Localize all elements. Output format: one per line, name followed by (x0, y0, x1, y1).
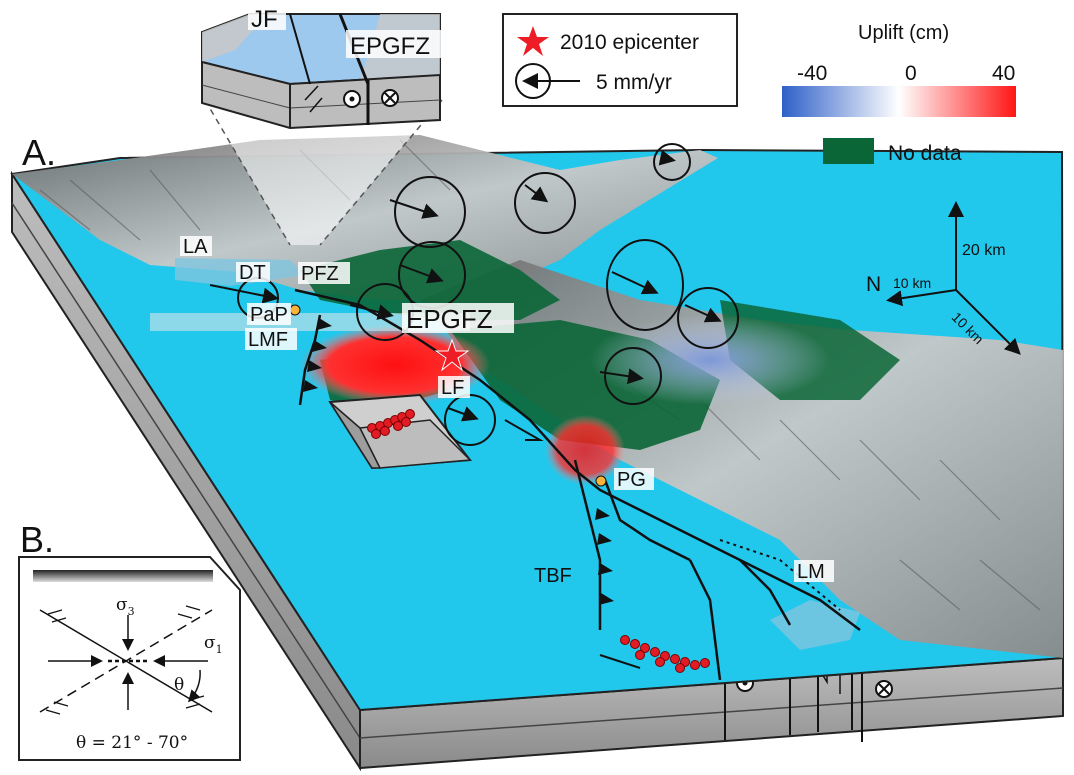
inset-thrust-arrow (304, 85, 323, 113)
label-epgfz: EPGFZ (406, 304, 493, 334)
block-diagram: LA DT PFZ PaP LMF EPGFZ LF PG TBF LM (10, 135, 1065, 772)
legend-velocity-label: 5 mm/yr (596, 71, 672, 94)
inset-label-jf: JF (251, 6, 278, 33)
thrust-teeth-lmf (303, 318, 332, 392)
sigma1-label: σ1 (204, 633, 223, 656)
panel-b-slip-arrows (45, 605, 205, 715)
label-dt: DT (239, 262, 266, 284)
uplift-colorbar: Uplift (cm) -40 0 40 No data (782, 22, 1016, 165)
inset-block: JF EPGFZ (201, 6, 446, 246)
label-bg-dt (236, 262, 270, 282)
label-bg-epgfz (402, 303, 514, 333)
label-bg-lmf (245, 328, 297, 350)
label-la: LA (183, 236, 208, 258)
no-data-label: No data (888, 142, 962, 165)
epicenter-star (434, 338, 470, 372)
town-pap (289, 304, 301, 316)
scale-vertical-label: 20 km (962, 242, 1006, 259)
inset-fault-jf (289, 13, 311, 85)
thrust-teeth-tbf (595, 508, 614, 605)
theta-range-label: θ = 21° - 70° (76, 733, 188, 753)
uplift-mid-label: 0 (905, 62, 917, 85)
sigma3-subscript: 3 (128, 605, 135, 618)
sigma1-subscript: 1 (216, 643, 223, 656)
town-pg (595, 475, 607, 487)
theta-label: θ (174, 675, 184, 695)
label-tbf: TBF (534, 565, 572, 587)
into-page-symbol-front (875, 680, 893, 698)
aftershocks-cutout (367, 409, 415, 439)
dotted-fault-lm (719, 539, 841, 611)
panel-b-surface-bar (33, 570, 213, 582)
scale-compass (886, 201, 1021, 355)
inset-label-bg-epgfz (346, 30, 446, 58)
inset-front-layer (201, 84, 291, 109)
label-pfz: PFZ (301, 263, 339, 285)
label-bg-pap (247, 303, 291, 325)
aftershocks-front (620, 635, 710, 673)
panel-a-letter: A. (22, 132, 56, 173)
legend-star-icon (517, 26, 549, 56)
label-bg-lm (794, 560, 834, 582)
inset-into-page-symbol (381, 89, 399, 107)
inset-label-epgfz: EPGFZ (350, 33, 430, 60)
label-bg-la (180, 236, 212, 256)
label-lm: LM (797, 561, 825, 583)
main-fault-traces (294, 288, 861, 681)
block-front-layer-line (359, 687, 1064, 739)
inset-zoom-line-right (319, 99, 443, 246)
no-data-swatch (823, 138, 874, 164)
uplift-gradient-bar (782, 86, 1016, 117)
scale-north-length: 10 km (893, 275, 931, 291)
label-pg: PG (617, 469, 646, 491)
strike-slip-half-arrow (504, 419, 544, 441)
inset-zoom-cone (205, 100, 442, 245)
uplift-negative-east (590, 315, 830, 405)
inset-out-of-page-dot (349, 96, 355, 102)
inset-label-bg-jf (248, 6, 286, 30)
label-bg-pg (614, 468, 654, 490)
sigma3-label: σ3 (116, 595, 135, 618)
theta-arc (188, 669, 201, 703)
legend-box: 2010 epicenter 5 mm/yr (502, 13, 738, 107)
uplift-min-label: -40 (797, 62, 827, 85)
block-left-layer-line (11, 202, 361, 739)
strike-slip-half-arrow-front (599, 654, 641, 669)
panel-b-letter: B. (20, 519, 54, 560)
panel-b-stress-diagram: σ3 σ1 θ θ = 21° - 70° (18, 556, 241, 761)
label-lf: LF (441, 377, 464, 399)
legend-epicenter-label: 2010 epicenter (560, 31, 699, 54)
uplift-title: Uplift (cm) (858, 22, 949, 44)
north-label: N (866, 273, 881, 296)
label-bg-lf (438, 376, 470, 398)
label-bg-pfz (298, 262, 350, 284)
label-pap: PaP (250, 304, 288, 326)
uplift-max-label: 40 (992, 62, 1015, 85)
uplift-positive-south (545, 415, 625, 485)
legend-velocity-icon (515, 63, 580, 99)
legend-frame (502, 13, 738, 107)
label-lmf: LMF (248, 329, 288, 351)
